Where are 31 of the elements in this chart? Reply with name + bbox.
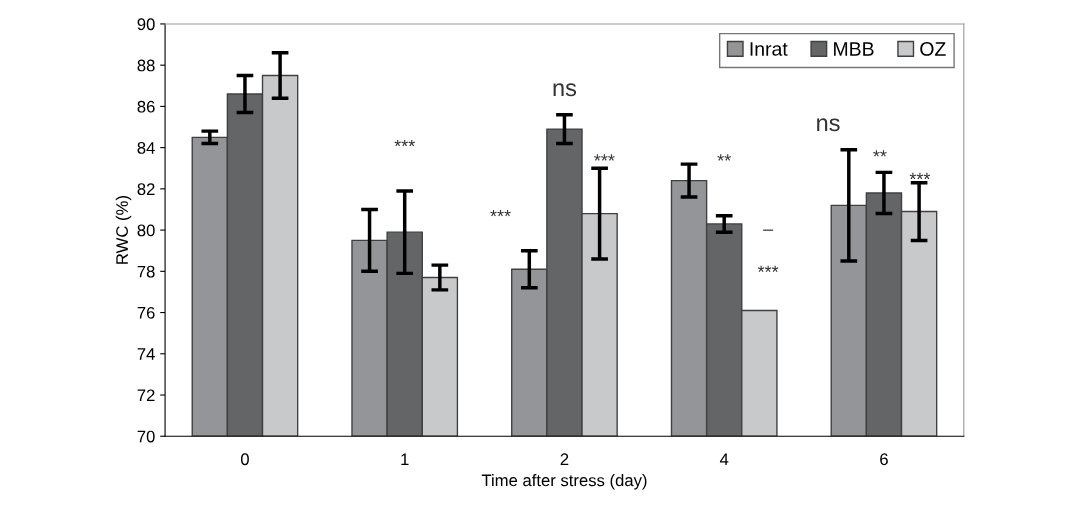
legend-label: Inrat	[750, 42, 788, 56]
legend-label: OZ	[920, 42, 946, 56]
x-tick-label: 2	[560, 453, 569, 465]
y-tick-label: 86	[137, 100, 155, 113]
y-tick-label: 76	[137, 306, 155, 319]
y-tick-label: 80	[137, 224, 155, 237]
y-tick-label: 88	[137, 59, 155, 72]
annotation: **	[717, 154, 731, 161]
annotation: ***	[594, 154, 615, 161]
x-tick-label: 0	[240, 453, 249, 466]
y-tick-label: 90	[137, 18, 155, 31]
legend-label: MBB	[834, 42, 874, 56]
annotation: **	[873, 150, 887, 157]
y-tick-label: 84	[137, 142, 155, 154]
x-axis-title: Time after stress (day)	[481, 474, 647, 490]
annotation: ***	[394, 139, 415, 147]
y-tick-label: 72	[137, 389, 155, 402]
y-tick-label: 74	[137, 348, 155, 360]
x-tick-label: 4	[719, 453, 729, 465]
annotation: –	[763, 229, 774, 231]
annotation: ns	[817, 118, 840, 132]
annotation: ***	[490, 209, 511, 217]
x-tick-label: 6	[880, 453, 888, 466]
x-tick-label: 1	[401, 453, 409, 465]
annotation: ***	[909, 172, 931, 180]
y-axis-title: RWC (%)	[115, 196, 132, 264]
annotation: ***	[757, 265, 779, 272]
annotation: ns	[553, 83, 577, 97]
y-tick-label: 70	[137, 430, 155, 443]
y-tick-label: 78	[137, 265, 155, 278]
y-tick-label: 82	[137, 183, 155, 196]
